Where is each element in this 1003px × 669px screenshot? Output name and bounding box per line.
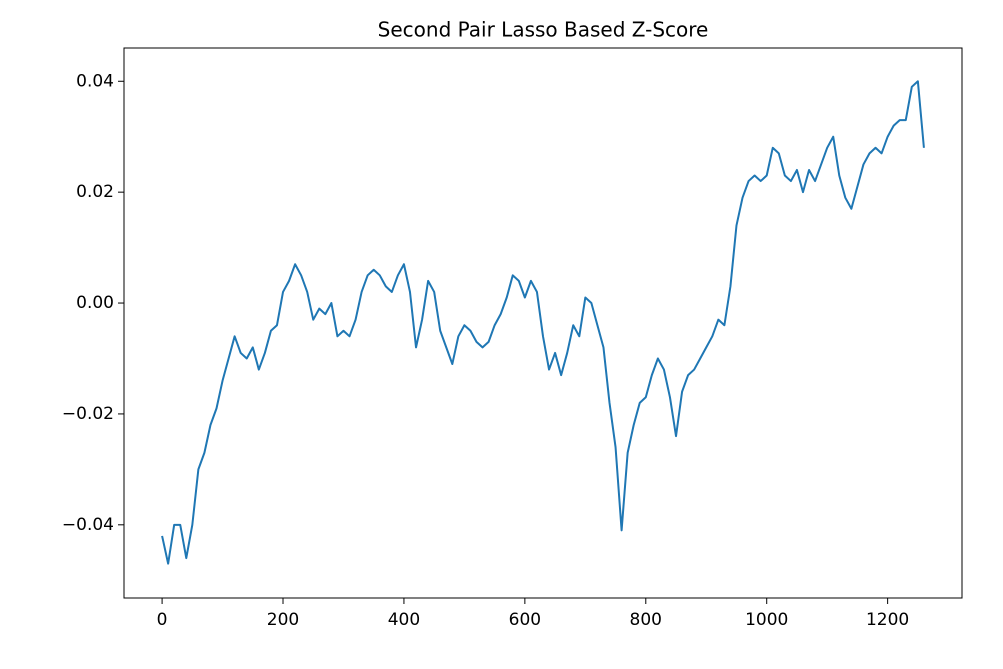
y-tick-label: 0.04 <box>76 71 114 91</box>
x-tick-label: 400 <box>388 610 420 630</box>
x-tick-label: 600 <box>509 610 541 630</box>
y-tick-label: 0.02 <box>76 182 114 202</box>
y-tick-label: −0.02 <box>62 404 114 424</box>
plot-frame <box>123 47 963 599</box>
chart-title: Second Pair Lasso Based Z-Score <box>378 18 709 42</box>
x-tick-label: 0 <box>157 610 168 630</box>
x-tick-label: 800 <box>630 610 662 630</box>
x-tick-label: 1000 <box>745 610 788 630</box>
x-tick-label: 1200 <box>866 610 909 630</box>
y-tick-label: −0.04 <box>62 515 114 535</box>
y-tick-label: 0.00 <box>76 293 114 313</box>
data-line <box>161 80 925 565</box>
x-tick-label: 200 <box>267 610 299 630</box>
